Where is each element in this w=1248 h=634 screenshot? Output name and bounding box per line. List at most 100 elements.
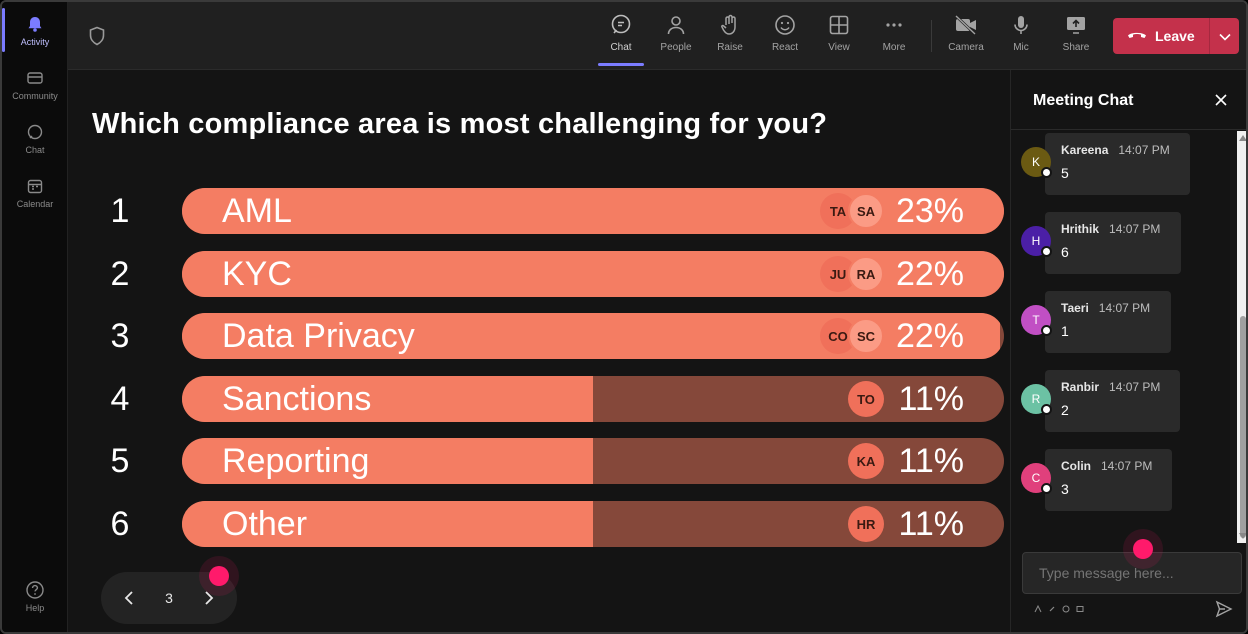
poll-option-percent: 11% — [898, 380, 964, 418]
composer-tools — [1033, 604, 1085, 614]
poll-option-percent: 23% — [895, 192, 964, 230]
help-icon — [25, 580, 45, 600]
presence-indicator — [1041, 167, 1052, 178]
message-meta: Kareena 14:07 PM — [1061, 143, 1190, 157]
rail-item-community[interactable]: Community — [2, 68, 68, 101]
shield-icon[interactable] — [88, 26, 106, 51]
poll-option-percent: 22% — [895, 255, 964, 293]
more-dots-icon — [881, 12, 907, 38]
emoji-icon[interactable] — [1061, 604, 1071, 614]
poll-option-row: 6 Other HR 11% — [68, 501, 1010, 547]
chat-title: Meeting Chat — [1033, 92, 1134, 109]
presence-indicator — [1041, 404, 1052, 415]
previous-page-button[interactable] — [119, 588, 139, 608]
poll-option-label: Reporting — [222, 442, 370, 480]
rail-item-chat[interactable]: Chat — [2, 122, 68, 155]
poll-option-row: 3 Data Privacy CO SC 22% — [68, 313, 1010, 359]
poll-option-number: 4 — [110, 380, 130, 418]
mic-button[interactable]: Mic — [996, 12, 1046, 62]
rail-item-label: Community — [12, 91, 58, 101]
chat-icon — [25, 122, 45, 142]
message-timestamp: 14:07 PM — [1101, 459, 1153, 473]
camera-button[interactable]: Camera — [941, 12, 991, 62]
chat-button[interactable]: Chat — [596, 12, 646, 66]
message-author: Kareena — [1061, 143, 1109, 157]
microphone-icon — [1008, 12, 1034, 38]
chat-scrollbar[interactable] — [1237, 131, 1246, 543]
avatar[interactable]: R — [1021, 384, 1052, 415]
voter-avatar: KA — [848, 443, 884, 479]
rail-item-label: Chat — [25, 145, 45, 155]
poll-option-number: 3 — [110, 317, 130, 355]
send-button[interactable] — [1215, 600, 1235, 620]
rail-item-activity[interactable]: Activity — [2, 8, 68, 52]
leave-button[interactable]: Leave — [1113, 18, 1239, 54]
poll-option-label: Other — [222, 505, 308, 543]
message-text: 2 — [1061, 402, 1069, 418]
avatar-initial: C — [1031, 471, 1041, 485]
scrollbar-thumb[interactable] — [1240, 316, 1246, 538]
poll-option-number: 6 — [110, 505, 130, 543]
next-page-button[interactable] — [199, 588, 219, 608]
poll-option-row: 1 AML TA SA 23% — [68, 188, 1010, 234]
format-icon[interactable] — [1033, 604, 1043, 614]
rail-item-help[interactable]: Help — [2, 580, 68, 613]
react-button[interactable]: React — [760, 12, 810, 62]
poll-option-bar-fill — [182, 501, 593, 547]
presence-indicator — [1041, 246, 1052, 257]
view-button[interactable]: View — [814, 12, 864, 62]
scroll-down-arrow[interactable] — [1239, 533, 1246, 539]
leave-main[interactable]: Leave — [1113, 28, 1209, 44]
voter-avatars: CO SC — [820, 318, 884, 354]
more-button[interactable]: More — [869, 12, 919, 62]
poll-option-percent: 11% — [898, 505, 964, 543]
presence-indicator — [1041, 325, 1052, 336]
message-meta: Hrithik 14:07 PM — [1061, 222, 1181, 236]
message-meta: Taeri 14:07 PM — [1061, 301, 1171, 315]
avatar[interactable]: T — [1021, 305, 1052, 336]
voter-avatars: TA SA — [820, 193, 884, 229]
avatar[interactable]: H — [1021, 226, 1052, 257]
scroll-up-arrow[interactable] — [1239, 135, 1246, 141]
chat-messages[interactable]: Kareena 14:07 PM 5 K Hrithik 14:07 PM 6 H Taeri 1… — [1011, 131, 1237, 543]
poll-option-label: KYC — [222, 255, 292, 293]
message-text: 3 — [1061, 481, 1069, 497]
message-timestamp: 14:07 PM — [1118, 143, 1170, 157]
leave-divider — [1209, 18, 1210, 54]
message-bubble: Colin 14:07 PM 3 — [1045, 449, 1172, 511]
chat-icon — [608, 12, 634, 38]
poll-option-label: Data Privacy — [222, 317, 415, 355]
raise-hand-label: Raise — [717, 42, 743, 53]
poll-option-number: 1 — [110, 192, 130, 230]
people-button-label: People — [660, 42, 692, 53]
message-input[interactable] — [1022, 552, 1242, 594]
camera-off-icon — [953, 12, 979, 38]
message-bubble: Hrithik 14:07 PM 6 — [1045, 212, 1181, 274]
poll-option-bar: Sanctions TO 11% — [182, 376, 1004, 422]
avatar[interactable]: C — [1021, 463, 1052, 494]
avatar-initial: R — [1031, 392, 1041, 406]
gif-icon[interactable] — [1075, 604, 1085, 614]
poll-option-number: 2 — [110, 255, 130, 293]
share-button[interactable]: Share — [1051, 12, 1101, 62]
left-rail: Activity Community Chat Calendar Help — [2, 2, 68, 632]
voter-avatar: HR — [848, 506, 884, 542]
close-chat-button[interactable] — [1211, 90, 1231, 110]
attach-icon[interactable] — [1047, 604, 1057, 614]
raise-hand-icon — [717, 12, 743, 38]
message-author: Colin — [1061, 459, 1091, 473]
people-button[interactable]: People — [651, 12, 701, 62]
message-author: Taeri — [1061, 301, 1089, 315]
share-button-label: Share — [1062, 42, 1090, 53]
raise-hand-button[interactable]: Raise — [705, 12, 755, 62]
avatar[interactable]: K — [1021, 147, 1052, 178]
leave-options-dropdown[interactable] — [1210, 28, 1239, 44]
message-meta: Ranbir 14:07 PM — [1061, 380, 1180, 394]
message-text: 1 — [1061, 323, 1069, 339]
poll-option-bar-fill — [182, 376, 593, 422]
rail-item-calendar[interactable]: Calendar — [2, 176, 68, 209]
chevron-right-icon — [205, 591, 214, 605]
voter-avatar: TO — [848, 381, 884, 417]
chat-button-label: Chat — [610, 42, 632, 53]
poll-option-bar: Reporting KA 11% — [182, 438, 1004, 484]
